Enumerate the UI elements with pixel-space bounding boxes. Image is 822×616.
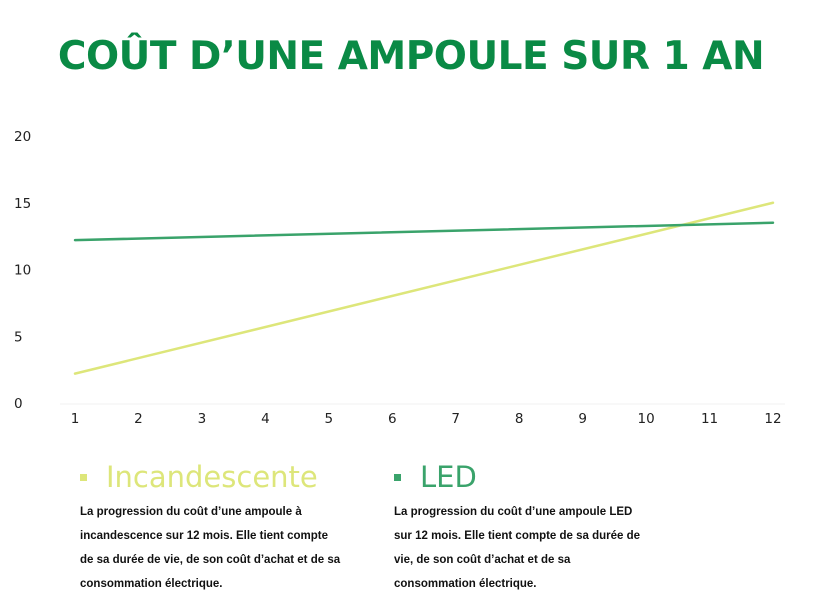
series-line-incandescent [73, 201, 775, 375]
legend-incandescent-description: La progression du coût d’une ampoule à i… [80, 506, 341, 590]
legend-led-label: LED [420, 460, 477, 494]
x-tick-label: 1 [71, 411, 80, 427]
x-tick-label: 5 [325, 411, 334, 427]
chart-title: COÛT D’UNE AMPOULE SUR 1 AN [57, 34, 765, 79]
x-axis: 1 2 3 4 5 6 7 8 9 10 11 12 [71, 411, 782, 427]
led-swatch [394, 473, 401, 481]
y-tick-label: 20 [14, 129, 31, 145]
x-tick-label: 3 [198, 411, 207, 427]
x-tick-label: 12 [764, 411, 781, 427]
y-tick-label: 15 [14, 196, 31, 212]
legend-incandescent-label: Incandescente [106, 460, 318, 494]
y-tick-label: 0 [14, 396, 23, 412]
x-tick-label: 2 [134, 411, 143, 427]
x-tick-label: 8 [515, 411, 524, 427]
y-tick-label: 10 [14, 263, 31, 279]
legend-led-description: La progression du coût d’une ampoule LED… [394, 506, 641, 590]
x-tick-label: 11 [701, 411, 718, 427]
incandescent-swatch [80, 473, 87, 481]
y-axis: 0 5 10 15 20 [14, 129, 31, 412]
series-line-led [73, 221, 775, 242]
x-tick-label: 4 [261, 411, 270, 427]
x-tick-label: 10 [637, 411, 654, 427]
series-group [73, 201, 775, 375]
y-tick-label: 5 [14, 329, 23, 345]
legend-incandescent: Incandescente La progression du coût d’u… [80, 460, 380, 596]
legend-led: LED La progression du coût d’une ampoule… [394, 460, 694, 596]
x-tick-label: 9 [578, 411, 587, 427]
x-tick-label: 7 [451, 411, 460, 427]
x-tick-label: 6 [388, 411, 397, 427]
